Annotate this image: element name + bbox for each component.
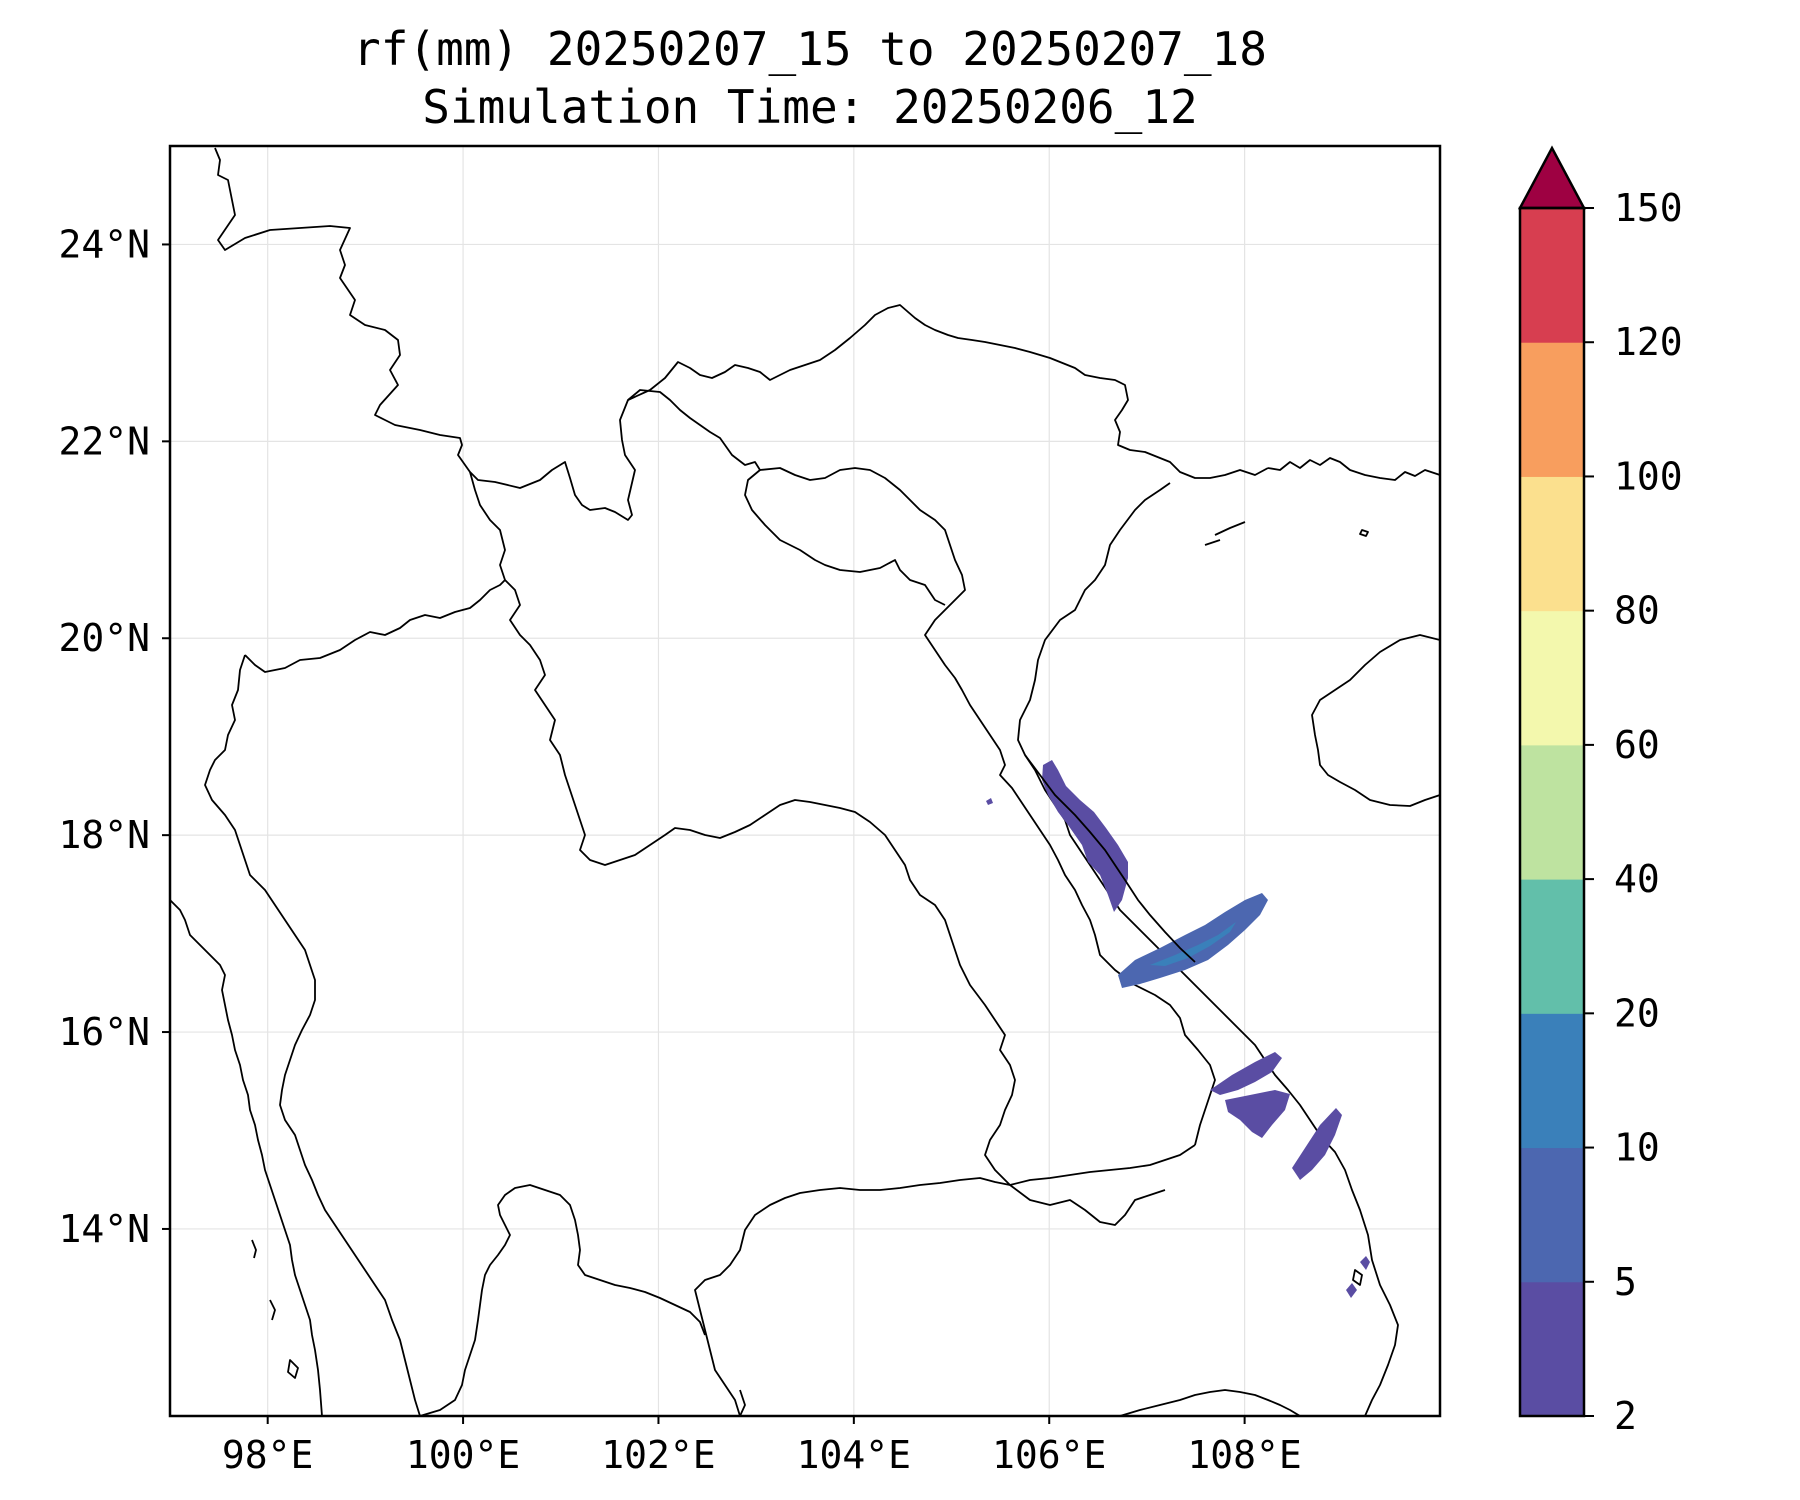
rainfall-areas — [986, 760, 1370, 1298]
island-6 — [1214, 521, 1246, 536]
coast-vietnam — [1017, 482, 1399, 1416]
colorbar-extend-arrow — [1517, 145, 1587, 210]
lat-tick-label: 20°N — [58, 616, 150, 660]
border-thailand-myanmar-west — [204, 654, 421, 1416]
lon-tick-label: 108°E — [1187, 1433, 1301, 1477]
colorbar-tick-label: 40 — [1614, 857, 1660, 901]
rain-area-central-core — [1150, 922, 1236, 966]
colorbar-tick-label: 10 — [1614, 1126, 1660, 1170]
coast-south-fragment — [1119, 1389, 1301, 1416]
colorbar-segment — [1520, 1147, 1584, 1283]
map-frame — [168, 144, 1442, 1418]
island-1 — [251, 1239, 257, 1259]
lat-tick-label: 24°N — [58, 222, 150, 266]
rain-area-far-south — [1346, 1256, 1370, 1298]
colorbar-segment — [1520, 879, 1584, 1014]
colorbar-segment — [1520, 744, 1584, 880]
colorbar-segment — [1520, 1281, 1584, 1417]
graticule — [170, 146, 1440, 1416]
lat-tick-label: 14°N — [58, 1207, 150, 1251]
chart-subtitle: Simulation Time: 20250206_12 — [422, 80, 1198, 134]
colorbar-tick-labels: 2 5 10 20 40 60 80 100 120 150 — [1614, 186, 1683, 1438]
colorbar-segment — [1520, 610, 1584, 746]
lon-tick-label: 104°E — [797, 1433, 911, 1477]
colorbar-tick-label: 100 — [1614, 454, 1683, 498]
border-thailand-cambodia — [694, 1144, 1196, 1416]
axis-ticks — [162, 243, 1246, 1424]
island-7 — [1204, 539, 1221, 546]
colorbar-tick-label: 80 — [1614, 589, 1660, 633]
colorbar-segment — [1520, 476, 1584, 612]
island-4 — [1352, 1269, 1363, 1286]
colorbar-tick-label: 5 — [1614, 1260, 1637, 1304]
colorbar-tick-label: 2 — [1614, 1394, 1637, 1438]
coast-cambodia — [739, 1389, 746, 1416]
rain-area-north-coast — [1042, 760, 1128, 912]
country-borders — [170, 147, 1440, 1416]
coast-gulf-of-thailand — [419, 1184, 706, 1416]
rain-area-south-coast — [1292, 1108, 1342, 1180]
colorbar-segment — [1520, 208, 1584, 343]
border-laos-thailand — [469, 471, 1166, 1226]
lat-tick-label: 18°N — [58, 813, 150, 857]
colorbar-tick-label: 120 — [1614, 320, 1683, 364]
chart-title: rf(mm) 20250207_15 to 20250207_18 — [353, 22, 1267, 76]
colorbar-tick-label: 150 — [1614, 186, 1683, 230]
lat-tick-label: 16°N — [58, 1010, 150, 1054]
longitude-tick-labels: 98°E 100°E 102°E 104°E 106°E 108°E — [222, 1433, 1302, 1477]
island-2 — [269, 1299, 276, 1321]
lon-tick-label: 102°E — [601, 1433, 715, 1477]
lat-tick-label: 22°N — [58, 419, 150, 463]
border-thailand-myanmar — [244, 579, 506, 673]
lon-tick-label: 98°E — [222, 1433, 314, 1477]
border-myanmar-china — [214, 147, 946, 606]
coastline-overlay — [1024, 754, 1196, 963]
colorbar-segment — [1520, 1013, 1584, 1149]
rain-area-speck — [986, 798, 993, 805]
colorbar-tick-label: 60 — [1614, 723, 1660, 767]
island-3 — [287, 1359, 299, 1379]
colorbar-segment — [1520, 342, 1584, 477]
lon-tick-label: 106°E — [992, 1433, 1106, 1477]
rain-area-inland-south — [1210, 1052, 1290, 1138]
colorbar-frame — [1518, 206, 1586, 1418]
coast-south-china — [1267, 457, 1440, 481]
coast-myanmar — [170, 899, 323, 1416]
border-laos-vietnam — [759, 467, 1216, 1146]
island-5 — [1359, 529, 1369, 537]
latitude-tick-labels: 14°N 16°N 18°N 20°N 22°N 24°N — [58, 222, 150, 1250]
colorbar — [1517, 145, 1594, 1418]
hainan-island — [1311, 634, 1440, 807]
border-vietnam-china — [627, 304, 1269, 479]
map-background — [170, 146, 1440, 1416]
colorbar-tick-label: 20 — [1614, 991, 1660, 1035]
lon-tick-label: 100°E — [406, 1433, 520, 1477]
